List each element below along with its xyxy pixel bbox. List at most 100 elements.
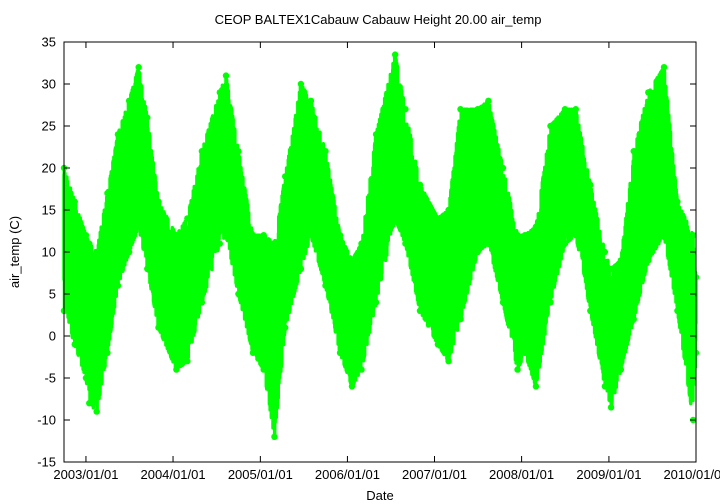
- scatter-point-low: [222, 232, 230, 239]
- scatter-point-low: [260, 366, 267, 373]
- scatter-point-high: [630, 148, 637, 155]
- scatter-points: [60, 51, 700, 440]
- y-tick-label: 0: [49, 329, 56, 344]
- scatter-point-high: [561, 106, 569, 113]
- scatter-point-low: [532, 383, 540, 390]
- y-tick-label: 25: [42, 119, 56, 134]
- scatter-point-high: [71, 198, 78, 205]
- scatter-point-high: [372, 131, 380, 138]
- scatter-point-low: [416, 307, 424, 314]
- scatter-point-low: [71, 341, 78, 348]
- scatter-point-high: [660, 63, 668, 71]
- scatter-point-low: [561, 240, 569, 247]
- x-tick-label: 2005/01/01: [228, 467, 293, 482]
- scatter-point-low: [271, 433, 278, 440]
- scatter-point-high: [617, 257, 625, 264]
- scatter-point-high: [532, 223, 540, 230]
- scatter-point-low: [307, 232, 315, 239]
- scatter-point-low: [358, 366, 365, 373]
- y-axis-label: air_temp (C): [7, 216, 22, 288]
- scatter-point-high: [434, 215, 442, 222]
- scatter-point-low: [216, 240, 223, 247]
- scatter-point-high: [114, 131, 122, 138]
- scatter-point-high: [674, 198, 681, 205]
- x-tick-label: 2010/01/01: [663, 467, 720, 482]
- y-tick-label: 30: [42, 77, 56, 92]
- scatter-point-low: [93, 408, 100, 415]
- x-tick-label: 2004/01/01: [140, 467, 205, 482]
- scatter-point-high: [216, 89, 223, 96]
- scatter-point-low: [587, 307, 594, 314]
- scatter-point-high: [607, 265, 615, 272]
- scatter-point-high: [521, 232, 529, 239]
- scatter-point-low: [372, 299, 380, 306]
- scatter-point-low: [499, 299, 507, 306]
- scatter-point-high: [457, 106, 464, 113]
- scatter-point-high: [86, 240, 93, 247]
- scatter-point-low: [114, 282, 122, 289]
- scatter-point-high: [322, 148, 329, 155]
- scatter-point-high: [485, 97, 492, 105]
- scatter-point-high: [135, 63, 142, 71]
- scatter-point-low: [402, 240, 409, 247]
- scatter-point-high: [348, 257, 356, 264]
- y-tick-label: 20: [42, 161, 56, 176]
- scatter-point-high: [249, 232, 257, 239]
- y-tick-label: -15: [37, 455, 56, 470]
- scatter-point-high: [445, 206, 452, 214]
- y-tick-label: 10: [42, 245, 56, 260]
- scatter-point-high: [499, 164, 507, 172]
- scatter-point-high: [572, 106, 579, 113]
- scatter-point-high: [391, 51, 399, 58]
- scatter-point-low: [235, 290, 242, 298]
- y-tick-label: -5: [44, 371, 56, 386]
- scatter-point-high: [601, 248, 609, 256]
- x-tick-label: 2008/01/01: [489, 467, 554, 482]
- scatter-point-low: [457, 316, 464, 323]
- x-tick-label: 2009/01/01: [576, 467, 641, 482]
- scatter-point-low: [104, 349, 111, 356]
- scatter-point-low: [297, 265, 305, 272]
- scatter-point-high: [198, 148, 206, 155]
- scatter-point-high: [235, 148, 242, 155]
- scatter-point-low: [607, 404, 615, 411]
- scatter-point-high: [307, 97, 315, 105]
- y-tick-label: 5: [49, 287, 56, 302]
- scatter-point-high: [184, 215, 191, 222]
- scatter-point-low: [135, 223, 142, 230]
- scatter-point-low: [630, 316, 637, 323]
- scatter-point-low: [521, 349, 529, 356]
- scatter-point-low: [485, 240, 492, 247]
- scatter-point-low: [547, 299, 554, 306]
- scatter-point-high: [474, 106, 481, 113]
- scatter-point-high: [93, 248, 100, 256]
- x-tick-label: 2007/01/01: [402, 467, 467, 482]
- scatter-point-low: [514, 366, 521, 373]
- scatter-point-low: [474, 248, 481, 256]
- chart-title: CEOP BALTEX1Cabauw Cabauw Height 20.00 a…: [215, 12, 542, 27]
- scatter-point-low: [184, 358, 191, 365]
- scatter-point-high: [402, 106, 409, 113]
- scatter-point-high: [416, 181, 424, 188]
- scatter-point-low: [82, 374, 90, 382]
- scatter-point-high: [82, 232, 90, 239]
- scatter-point-high: [260, 232, 267, 239]
- scatter-point-high: [222, 72, 230, 79]
- scatter-point-high: [336, 232, 344, 239]
- x-tick-label: 2006/01/01: [315, 467, 380, 482]
- scatter-point-low: [86, 400, 93, 407]
- scatter-point-low: [617, 366, 625, 373]
- scatter-point-low: [173, 366, 180, 373]
- scatter-point-low: [144, 265, 151, 272]
- scatter-point-low: [249, 349, 257, 356]
- x-tick-label: 2003/01/01: [53, 467, 118, 482]
- scatter-point-high: [587, 181, 594, 188]
- scatter-point-low: [155, 324, 162, 331]
- scatter-point-high: [144, 114, 151, 121]
- scatter-point-high: [155, 198, 162, 205]
- scatter-point-low: [674, 307, 681, 314]
- scatter-point-high: [297, 80, 305, 88]
- scatter-point-low: [336, 349, 344, 356]
- scatter-point-low: [391, 215, 399, 222]
- scatter-point-high: [104, 190, 111, 197]
